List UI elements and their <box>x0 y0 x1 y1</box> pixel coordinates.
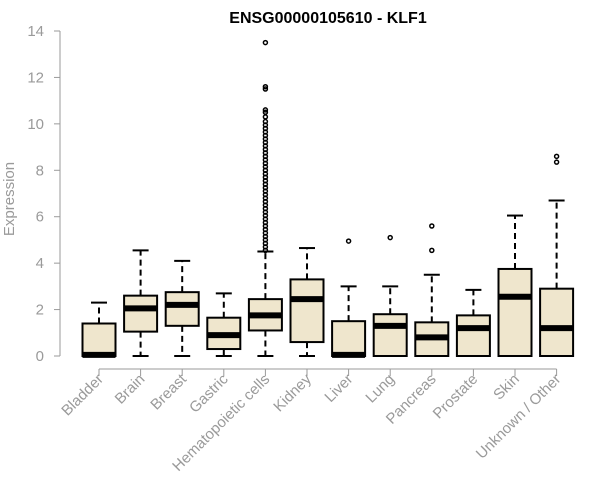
outlier-point <box>262 118 269 125</box>
y-tick-label: 8 <box>36 162 44 179</box>
outlier-point <box>262 86 269 92</box>
outlier-point <box>345 238 352 244</box>
x-tick-label: Breast <box>147 370 190 413</box>
y-tick-label: 10 <box>27 116 44 133</box>
box-group <box>331 238 367 358</box>
y-tick-label: 12 <box>27 69 44 86</box>
y-axis-label: Expression <box>1 162 18 236</box>
outlier-point <box>262 114 269 120</box>
box-group <box>455 288 491 357</box>
y-tick-label: 14 <box>27 23 44 40</box>
x-tick-label: Bladder <box>58 371 107 420</box>
outlier-point <box>262 107 269 113</box>
iqr-box <box>539 287 575 357</box>
outlier-point <box>429 247 435 254</box>
outlier-point <box>262 109 269 115</box>
iqr-box <box>123 294 159 333</box>
outlier-point <box>553 153 560 160</box>
box-group <box>123 249 159 357</box>
box-group <box>414 223 450 358</box>
axes: 0 2 4 6 8 10 12 14 <box>27 23 558 376</box>
boxes-layer <box>81 39 575 358</box>
x-tick-label: Lung <box>362 371 398 407</box>
y-tick-label: 0 <box>36 348 44 365</box>
outlier-point <box>262 39 269 46</box>
x-tick-label: Skin <box>490 371 523 404</box>
y-tick-label: 4 <box>36 255 44 272</box>
x-tick-label: Brain <box>112 371 149 408</box>
outlier-point <box>262 83 269 90</box>
box-group <box>289 247 325 357</box>
x-tick-label: Liver <box>321 371 356 406</box>
chart-title: ENSG00000105610 - KLF1 <box>229 10 427 27</box>
iqr-box <box>372 313 408 358</box>
box-group <box>247 39 283 357</box>
box-group <box>539 153 575 357</box>
box-group <box>206 292 242 357</box>
box-group <box>372 234 408 358</box>
x-tick-label: Kidney <box>270 370 315 415</box>
outlier-point <box>429 223 435 229</box>
iqr-box <box>497 267 533 358</box>
box-group <box>164 259 200 357</box>
outlier-point <box>553 159 560 165</box>
iqr-box <box>289 278 325 344</box>
box-group <box>497 214 533 358</box>
y-tick-label: 6 <box>36 209 44 226</box>
iqr-box <box>164 291 200 327</box>
box-group <box>81 301 117 358</box>
x-tick-label: Prostate <box>430 371 482 423</box>
iqr-box <box>331 320 367 357</box>
y-tick-label: 2 <box>36 302 44 319</box>
iqr-box <box>455 314 491 357</box>
outlier-point <box>387 234 393 241</box>
iqr-box <box>81 322 117 357</box>
